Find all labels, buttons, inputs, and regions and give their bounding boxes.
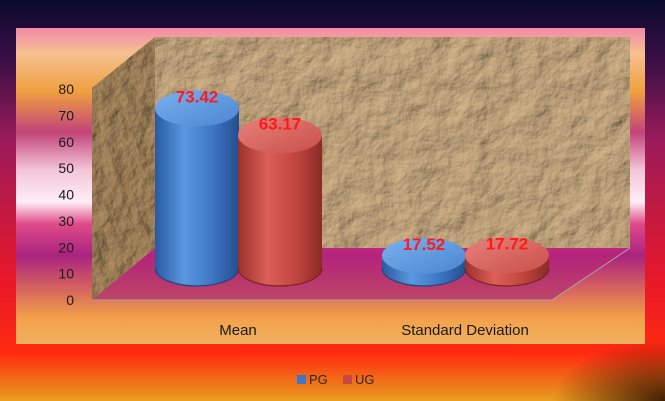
y-tick-label: 30 xyxy=(58,213,74,229)
floor-edge xyxy=(92,247,631,301)
data-label-ug: 63.17 xyxy=(259,114,302,133)
legend-label-pg: PG xyxy=(309,372,328,387)
bar-ug xyxy=(237,117,323,287)
y-tick-label: 80 xyxy=(58,81,74,97)
y-axis-ticks: 0 10 20 30 40 50 60 70 80 xyxy=(58,81,74,308)
bar-pg xyxy=(381,237,467,287)
bar-top xyxy=(238,117,322,154)
y-tick-label: 0 xyxy=(66,292,74,308)
bar-body xyxy=(155,108,239,286)
data-label-pg: 73.42 xyxy=(176,87,219,106)
legend-swatch-pg xyxy=(297,375,306,384)
bar-base-edge xyxy=(154,267,240,287)
bar-top xyxy=(382,237,466,274)
bar-base-edge xyxy=(381,267,467,287)
y-tick-label: 60 xyxy=(58,134,74,150)
bar-top xyxy=(155,90,239,127)
bar-ug xyxy=(464,237,550,287)
side-wall-texture xyxy=(92,37,155,300)
legend-swatch-ug xyxy=(343,375,352,384)
bar-pg xyxy=(154,90,240,287)
category-labels: Mean Standard Deviation xyxy=(219,322,529,339)
data-label-pg: 17.52 xyxy=(403,235,446,254)
category-label: Mean xyxy=(219,322,257,339)
bar-series xyxy=(154,90,550,287)
y-tick-label: 70 xyxy=(58,107,74,123)
bar-base-edge xyxy=(464,267,550,287)
y-tick-label: 20 xyxy=(58,239,74,255)
y-tick-label: 10 xyxy=(58,266,74,282)
category-label: Standard Deviation xyxy=(401,322,529,339)
y-tick-label: 50 xyxy=(58,160,74,176)
legend: PG UG xyxy=(297,372,375,387)
data-labels: 73.42 63.17 17.52 17.72 xyxy=(176,87,529,253)
bar-base-edge xyxy=(237,267,323,287)
y-tick-label: 40 xyxy=(58,187,74,203)
data-label-ug: 17.72 xyxy=(486,234,529,253)
legend-label-ug: UG xyxy=(355,372,375,387)
bar-top xyxy=(465,237,549,274)
bar-body xyxy=(238,135,322,286)
